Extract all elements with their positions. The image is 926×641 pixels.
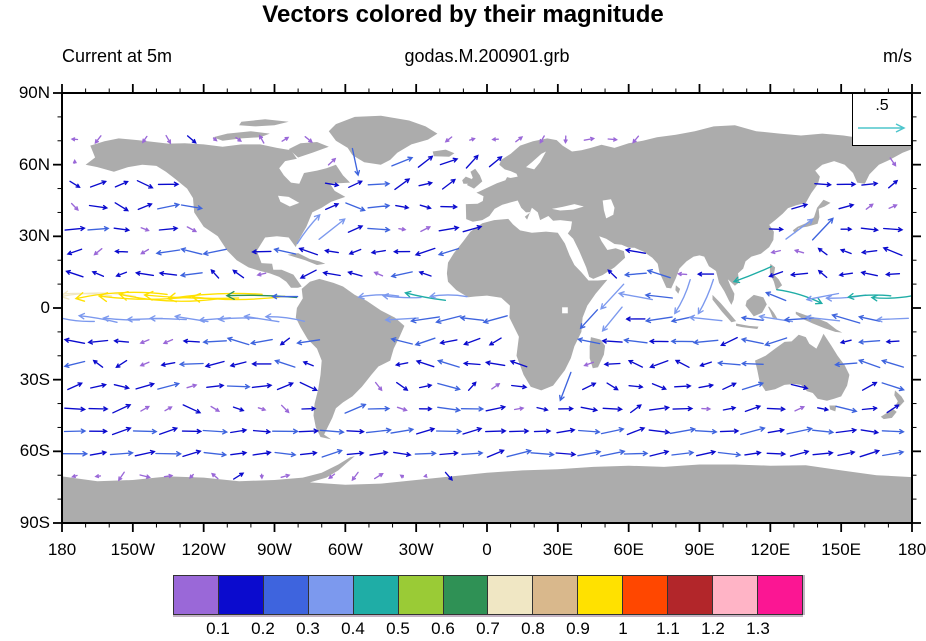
x-axis-tick-label: 60W <box>327 540 363 559</box>
landmass-baffin-island <box>288 142 329 158</box>
reference-vector-arrow-icon <box>858 123 906 133</box>
y-axis-tick-label: 90N <box>18 83 50 102</box>
landmass-antarctica <box>62 456 912 523</box>
colorbar-swatch <box>623 576 669 614</box>
x-axis-tick-label: 30E <box>542 540 573 559</box>
x-axis-tick-label: 180 <box>897 540 926 559</box>
colorbar <box>173 575 803 615</box>
plot-title: Vectors colored by their magnitude <box>262 1 664 28</box>
landmass-great-britain <box>466 168 483 189</box>
landmass-new-zealand-north <box>894 390 905 408</box>
landmass-sumatra <box>712 294 737 323</box>
landmass-sri-lanka <box>675 285 681 294</box>
colorbar-swatch <box>218 576 264 614</box>
colorbar-swatch <box>668 576 714 614</box>
landmass-arctic-islands-1 <box>213 131 270 141</box>
y-axis-tick-label: 30S <box>19 369 50 389</box>
units-label: m/s <box>883 46 912 66</box>
colorbar-tick-label: 1.2 <box>701 619 725 638</box>
colorbar-swatch <box>757 576 802 614</box>
x-axis-tick-label: 30W <box>398 540 434 559</box>
y-axis-tick-label: 90S <box>19 513 50 532</box>
y-axis-tick-label: 60N <box>18 154 50 174</box>
landmass-australia <box>755 333 850 401</box>
center-subtitle: godas.M.200901.grb <box>404 46 570 66</box>
landmass-arctic-islands-2 <box>239 119 289 127</box>
x-axis-tick-label: 150E <box>821 540 861 559</box>
colorbar-tick-label: 0.6 <box>431 619 455 638</box>
continents-layer <box>62 115 912 523</box>
x-axis-tick-label: 120E <box>750 540 791 559</box>
colorbar-swatch <box>443 576 489 614</box>
x-axis-tick-label: 120W <box>181 540 226 559</box>
colorbar-tick-label: 0.1 <box>206 619 230 638</box>
colorbar-swatch <box>353 576 399 614</box>
colorbar-swatch <box>578 576 624 614</box>
y-axis-tick-label: 0 <box>40 298 50 317</box>
colorbar-tick-label: 0.3 <box>296 619 320 638</box>
colorbar-swatch <box>713 576 758 614</box>
reference-vector-label: .5 <box>875 97 889 114</box>
axes-frame <box>53 84 921 532</box>
colorbar-tick-label: 0.5 <box>386 619 410 638</box>
landmass-africa <box>446 218 608 391</box>
landmass-madagascar <box>589 337 606 369</box>
landmass-ireland <box>462 176 472 184</box>
lake-great-lakes <box>278 195 300 207</box>
colorbar-tick-label: 1 <box>618 619 628 638</box>
landmass-south-america <box>295 278 405 440</box>
lake-black-sea <box>551 204 584 211</box>
lake-lake-victoria <box>562 307 568 314</box>
colorbar-swatch <box>308 576 354 614</box>
vector-field <box>62 134 912 482</box>
colorbar-tick-label: 0.2 <box>251 619 275 638</box>
x-axis-tick-label: 60E <box>613 540 644 559</box>
landmass-greenland <box>328 115 438 165</box>
landmass-eurasia <box>465 125 912 305</box>
x-axis-tick-label: 90W <box>257 540 292 559</box>
colorbar-swatch <box>263 576 309 614</box>
landmass-iceland <box>432 149 455 157</box>
colorbar-tick-label: 0.9 <box>566 619 590 638</box>
x-axis-tick-label: 90E <box>684 540 715 559</box>
colorbar-swatch <box>488 576 534 614</box>
colorbar-tick-label: 0.8 <box>521 619 545 638</box>
landmass-new-zealand-south <box>880 408 897 420</box>
y-axis-tick-label: 60S <box>19 441 50 461</box>
landmass-cuba-hispaniola <box>287 253 326 265</box>
colorbar-tick-label: 0.7 <box>476 619 500 638</box>
colorbar-tick-label: 0.4 <box>341 619 365 638</box>
x-axis-tick-label: 150W <box>110 540 156 559</box>
x-axis-tick-label: 180 <box>47 540 77 559</box>
y-axis-tick-label: 30N <box>18 226 50 246</box>
colorbar-tick-label: 1.1 <box>656 619 680 638</box>
left-subtitle: Current at 5m <box>62 46 173 66</box>
landmass-borneo <box>745 294 767 317</box>
landmass-north-america <box>85 138 351 288</box>
colorbar-swatch <box>533 576 579 614</box>
lake-baltic-sea <box>526 151 546 170</box>
lake-caspian-sea <box>602 199 615 219</box>
landmass-japan <box>792 199 831 234</box>
reference-vector-box: .5 <box>852 93 912 146</box>
x-axis-tick-label: 0 <box>482 540 492 559</box>
landmass-tasmania <box>829 405 837 412</box>
colorbar-tick-label: 1.3 <box>746 619 770 638</box>
landmass-java <box>736 323 759 329</box>
colorbar-swatch <box>174 576 219 614</box>
colorbar-swatch <box>398 576 444 614</box>
landmass-sulawesi <box>768 306 778 319</box>
landmass-philippines <box>769 263 783 291</box>
